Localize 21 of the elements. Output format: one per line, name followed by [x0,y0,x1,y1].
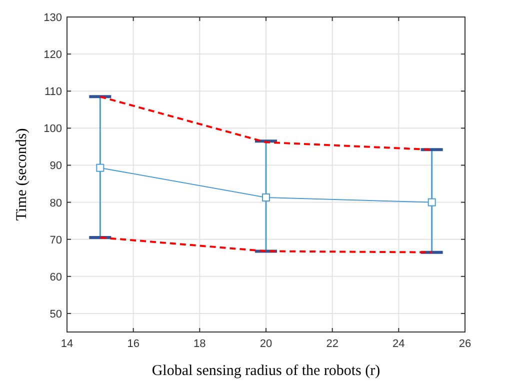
x-tick-label: 26 [458,338,472,350]
y-tick-label: 80 [50,197,62,210]
x-tick-label: 14 [60,338,74,350]
x-tick-label: 16 [127,338,140,350]
y-tick-label: 120 [44,49,62,62]
y-tick-label: 70 [50,234,62,246]
y-tick-label: 130 [44,12,62,24]
x-tick-label: 24 [392,338,405,350]
y-tick-label: 50 [50,308,62,320]
x-tick-label: 20 [260,338,272,350]
x-tick-label: 18 [194,338,206,350]
point [262,193,270,202]
y-tick-label: 110 [44,86,62,98]
point [96,164,104,172]
x-tick-label: 22 [326,338,338,350]
y-tick-label: 60 [50,271,62,284]
x-axis-title: Global sensing radius of the robots (r) [152,363,380,379]
y-tick-label: 100 [44,123,62,136]
point [428,198,436,206]
y-tick-label: 90 [50,160,62,172]
y-axis-title: Time (seconds) [14,128,30,221]
